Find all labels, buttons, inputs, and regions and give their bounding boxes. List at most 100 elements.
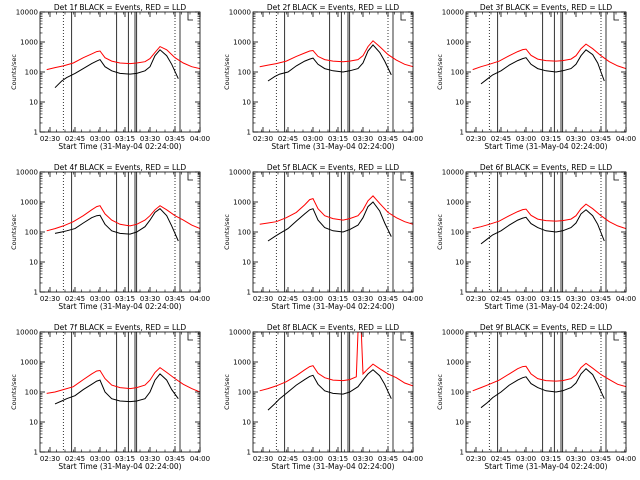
x-tick-label: 03:00 (90, 455, 110, 463)
x-tick-label: 03:00 (303, 455, 323, 463)
panel-title: Det 5f BLACK = Events, RED = LLD (267, 163, 400, 172)
panel-3: 1 10 100 1000 10000 02:30 02:45 03:00 03:15 03:30… (436, 3, 636, 151)
x-axis-label: Start Time (31-May-04 02:24:00) (484, 142, 607, 151)
y-tick-label: 100 (238, 229, 251, 237)
x-tick-label: 04:00 (616, 295, 636, 303)
x-axis-label: Start Time (31-May-04 02:24:00) (484, 462, 607, 471)
x-tick-label: 02:30 (40, 135, 60, 143)
x-tick-label: 03:45 (378, 295, 398, 303)
y-axis-label: Counts/sec (436, 214, 444, 250)
x-tick-label: 03:30 (140, 455, 160, 463)
series-line-lld (472, 43, 626, 71)
x-axis-label: Start Time (31-May-04 02:24:00) (484, 302, 607, 311)
y-axis-label: Counts/sec (223, 374, 231, 410)
panel-9: 1 10 100 1000 10000 02:30 02:45 03:00 03:15 03:30… (436, 323, 636, 471)
x-tick-label: 03:00 (516, 135, 536, 143)
series-line-lld (46, 205, 200, 232)
y-tick-label: 10000 (16, 9, 38, 17)
x-tick-label: 03:45 (591, 135, 611, 143)
x-tick-label: 03:00 (516, 455, 536, 463)
panel-title: Det 3f BLACK = Events, RED = LLD (480, 3, 613, 12)
x-tick-label: 03:30 (566, 135, 586, 143)
x-tick-label: 02:45 (491, 135, 511, 143)
x-tick-label: 04:00 (190, 295, 210, 303)
plot-frame (465, 11, 627, 133)
series-line-events (480, 209, 605, 245)
y-tick-label: 1000 (446, 39, 464, 47)
panel-title: Det 7f BLACK = Events, RED = LLD (54, 323, 187, 332)
y-tick-label: 10000 (229, 329, 251, 337)
y-tick-label: 10000 (229, 9, 251, 17)
x-tick-label: 02:30 (253, 295, 273, 303)
y-tick-label: 1000 (20, 39, 38, 47)
x-tick-label: 02:30 (253, 455, 273, 463)
panel-title: Det 9f BLACK = Events, RED = LLD (480, 323, 613, 332)
bracket-mark (187, 12, 193, 21)
x-tick-label: 04:00 (403, 295, 423, 303)
x-tick-label: 03:30 (140, 135, 160, 143)
x-tick-label: 02:45 (65, 135, 85, 143)
panel-2: 1 10 100 1000 10000 02:30 02:45 03:00 03:15 03:30… (223, 3, 423, 151)
x-tick-label: 03:15 (115, 455, 135, 463)
panel-4: 1 10 100 1000 10000 02:30 02:45 03:00 03:15 03:30… (10, 163, 210, 311)
x-axis-label: Start Time (31-May-04 02:24:00) (58, 142, 181, 151)
bracket-mark (187, 172, 193, 181)
plot-frame (465, 331, 627, 453)
x-tick-label: 03:30 (353, 295, 373, 303)
x-axis-label: Start Time (31-May-04 02:24:00) (58, 462, 181, 471)
series-line-lld (259, 332, 413, 392)
series-line-lld (46, 366, 200, 394)
panel-5: 1 10 100 1000 10000 02:30 02:45 03:00 03:15 03:30… (223, 163, 423, 311)
series-line-lld (46, 45, 200, 71)
x-tick-label: 02:30 (466, 455, 486, 463)
y-tick-label: 10 (29, 419, 38, 427)
y-tick-label: 1000 (20, 359, 38, 367)
x-tick-label: 03:45 (378, 135, 398, 143)
bracket-mark (400, 12, 406, 21)
y-tick-label: 100 (238, 389, 251, 397)
x-tick-label: 03:45 (165, 135, 185, 143)
x-tick-label: 02:30 (40, 455, 60, 463)
y-tick-label: 1000 (233, 39, 251, 47)
y-tick-label: 100 (451, 69, 464, 77)
panel-title: Det 1f BLACK = Events, RED = LLD (54, 3, 187, 12)
series-line-lld (472, 362, 626, 392)
plot-frame (39, 11, 201, 133)
y-tick-label: 10 (29, 259, 38, 267)
x-tick-label: 03:15 (115, 295, 135, 303)
x-tick-label: 03:15 (115, 135, 135, 143)
y-tick-label: 100 (451, 229, 464, 237)
y-tick-label: 10 (455, 419, 464, 427)
x-tick-label: 03:15 (328, 295, 348, 303)
x-axis-label: Start Time (31-May-04 02:24:00) (58, 302, 181, 311)
x-tick-label: 02:45 (491, 455, 511, 463)
y-tick-label: 100 (238, 69, 251, 77)
series-line-events (267, 369, 392, 411)
x-tick-label: 02:45 (278, 295, 298, 303)
y-tick-label: 10000 (16, 329, 38, 337)
y-tick-label: 100 (25, 229, 38, 237)
bracket-mark (400, 172, 406, 181)
x-tick-label: 03:00 (90, 135, 110, 143)
x-tick-label: 03:00 (303, 135, 323, 143)
x-tick-label: 02:30 (40, 295, 60, 303)
y-tick-label: 1000 (233, 199, 251, 207)
series-line-events (54, 49, 179, 89)
x-tick-label: 04:00 (403, 135, 423, 143)
bracket-mark (613, 12, 619, 21)
x-tick-label: 04:00 (616, 455, 636, 463)
y-tick-label: 10000 (442, 9, 464, 17)
x-tick-label: 02:45 (491, 295, 511, 303)
x-tick-label: 03:15 (541, 295, 561, 303)
panel-title: Det 2f BLACK = Events, RED = LLD (267, 3, 400, 12)
series-line-lld (259, 40, 413, 68)
x-tick-label: 03:00 (90, 295, 110, 303)
series-line-events (267, 44, 392, 82)
y-tick-label: 100 (25, 389, 38, 397)
plot-frame (39, 331, 201, 453)
y-axis-label: Counts/sec (436, 374, 444, 410)
x-tick-label: 04:00 (616, 135, 636, 143)
y-tick-label: 10000 (442, 169, 464, 177)
panel-6: 1 10 100 1000 10000 02:30 02:45 03:00 03:15 03:30… (436, 163, 636, 311)
